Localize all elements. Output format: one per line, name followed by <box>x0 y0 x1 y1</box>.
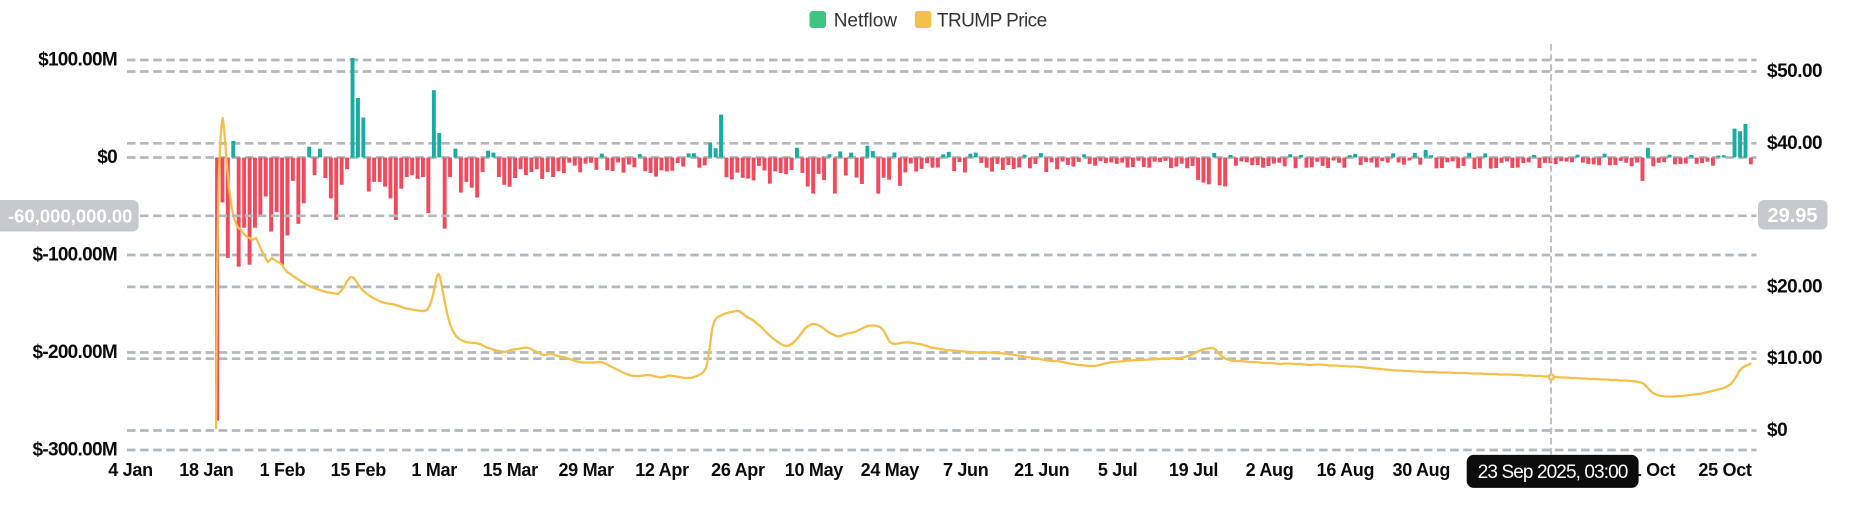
svg-text:23 Sep 2025, 03:00: 23 Sep 2025, 03:00 <box>1478 462 1628 483</box>
svg-text:$0: $0 <box>97 147 117 168</box>
svg-text:29.95: 29.95 <box>1767 205 1817 227</box>
svg-text:$10.00: $10.00 <box>1767 348 1822 369</box>
svg-text:$-300.00M: $-300.00M <box>32 440 117 461</box>
svg-text:25 Oct: 25 Oct <box>1698 460 1752 480</box>
svg-text:21 Jun: 21 Jun <box>1014 460 1069 480</box>
svg-text:$50.00: $50.00 <box>1767 61 1822 82</box>
svg-text:-60,000,000.00: -60,000,000.00 <box>8 206 132 227</box>
svg-text:18 Jan: 18 Jan <box>179 460 233 480</box>
svg-text:1 Mar: 1 Mar <box>411 460 457 480</box>
svg-text:29 Mar: 29 Mar <box>558 460 614 480</box>
svg-text:1 Feb: 1 Feb <box>260 460 306 480</box>
svg-text:7 Jun: 7 Jun <box>943 460 989 480</box>
svg-text:16 Aug: 16 Aug <box>1317 460 1375 480</box>
svg-text:4 Jan: 4 Jan <box>108 460 153 480</box>
svg-text:19 Jul: 19 Jul <box>1169 460 1218 480</box>
svg-text:$-200.00M: $-200.00M <box>32 342 117 363</box>
svg-text:15 Feb: 15 Feb <box>331 460 387 480</box>
svg-text:$-100.00M: $-100.00M <box>32 245 117 266</box>
svg-text:TRUMP Price: TRUMP Price <box>937 11 1047 32</box>
svg-text:24 May: 24 May <box>861 460 920 480</box>
svg-text:Netflow: Netflow <box>834 11 898 32</box>
svg-text:$40.00: $40.00 <box>1767 133 1822 154</box>
svg-text:5 Jul: 5 Jul <box>1098 460 1138 480</box>
svg-text:$100.00M: $100.00M <box>38 50 117 71</box>
svg-text:26 Apr: 26 Apr <box>711 460 765 480</box>
svg-text:$0: $0 <box>1767 420 1787 441</box>
svg-text:15 Mar: 15 Mar <box>483 460 539 480</box>
svg-text:$20.00: $20.00 <box>1767 276 1822 297</box>
svg-text:2 Aug: 2 Aug <box>1246 460 1294 480</box>
svg-text:12 Apr: 12 Apr <box>635 460 689 480</box>
svg-text:30 Aug: 30 Aug <box>1393 460 1451 480</box>
svg-text:10 May: 10 May <box>785 460 844 480</box>
